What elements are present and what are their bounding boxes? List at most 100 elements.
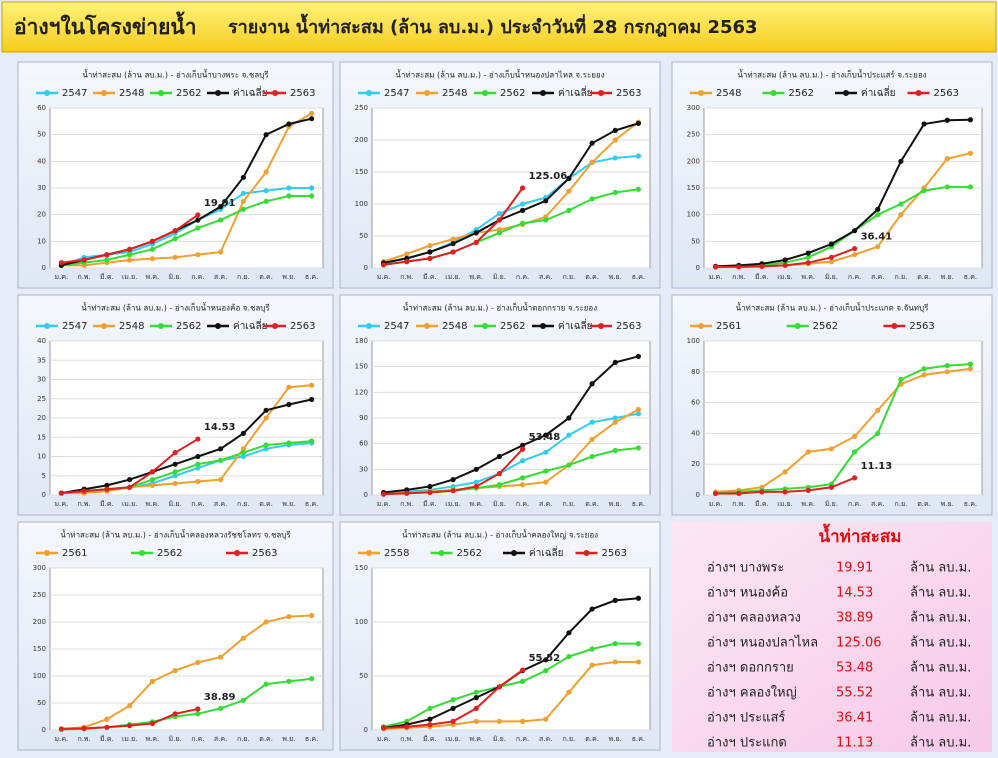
summary-title: น้ำท่าสะสม (818, 523, 901, 547)
x-tick-label: ส.ค. (539, 273, 552, 281)
x-tick-label: ก.ค. (516, 735, 529, 743)
data-point (172, 254, 178, 260)
data-point (635, 153, 642, 159)
x-tick-label: เม.ย. (777, 500, 793, 508)
data-point (473, 466, 479, 472)
x-tick-label: พ.ย. (941, 500, 954, 508)
data-point (612, 155, 618, 161)
summary-name: อ่างฯ ดอกกราย (707, 661, 794, 676)
data-point (286, 185, 292, 191)
y-tick-label: 200 (355, 136, 368, 144)
chart-title: น้ำท่าสะสม (ล้าน ลบ.ม.) - อ่างเก็บน้ำคลอ… (402, 529, 598, 540)
y-tick-label: 20 (37, 211, 46, 219)
data-point (759, 489, 765, 495)
legend-label: 2548 (442, 321, 467, 332)
data-point (543, 479, 549, 485)
legend-label: 2547 (384, 88, 409, 99)
legend-marker (44, 550, 50, 556)
legend-marker (424, 323, 430, 329)
x-tick-label: ก.พ. (77, 273, 90, 281)
x-tick-label: พ.ย. (609, 500, 622, 508)
x-tick-label: เม.ย. (122, 273, 138, 281)
legend-label: 2563 (602, 548, 627, 559)
y-tick-label: 80 (691, 368, 700, 376)
data-point (195, 436, 201, 442)
legend-marker (272, 90, 278, 96)
data-point (172, 450, 178, 456)
y-tick-label: 50 (691, 237, 700, 245)
x-tick-label: พ.ย. (282, 273, 295, 281)
y-tick-label: 15 (37, 433, 46, 441)
x-tick-label: พ.ค. (146, 500, 160, 508)
summary-value: 19.91 (836, 561, 873, 576)
data-point (496, 230, 503, 236)
data-point (263, 407, 269, 413)
data-point (104, 716, 110, 722)
data-point (612, 659, 618, 665)
x-tick-label: ก.ค. (191, 735, 204, 743)
x-tick-label: ก.พ. (77, 500, 90, 508)
x-tick-label: พ.ย. (941, 273, 954, 281)
x-tick-label: มิ.ย. (493, 273, 506, 281)
data-point (81, 725, 87, 731)
y-tick-label: 25 (37, 395, 46, 403)
x-tick-label: ก.ย. (563, 273, 576, 281)
data-point (612, 137, 618, 143)
summary-name: อ่างฯ บางพระ (707, 561, 784, 576)
x-tick-label: มี.ค. (100, 500, 114, 508)
legend-marker (598, 90, 604, 96)
series-line (61, 614, 312, 730)
x-tick-label: พ.ย. (282, 500, 295, 508)
legend-label: 2548 (119, 88, 144, 99)
y-tick-label: 120 (355, 388, 368, 396)
data-point (519, 718, 526, 724)
x-tick-label: ก.ค. (191, 273, 204, 281)
y-tick-label: 60 (37, 104, 46, 112)
x-tick-label: เม.ย. (122, 735, 138, 743)
y-tick-label: 0 (696, 264, 700, 272)
x-tick-label: มิ.ย. (825, 500, 838, 508)
legend-marker (139, 550, 145, 556)
x-tick-label: ส.ค. (214, 735, 227, 743)
y-tick-label: 250 (355, 104, 368, 112)
data-point (519, 475, 526, 481)
data-point (543, 657, 549, 663)
data-point (172, 480, 178, 487)
data-point (566, 432, 572, 438)
data-point (309, 193, 315, 199)
data-label: 11.13 (861, 461, 893, 472)
y-tick-label: 0 (42, 491, 46, 499)
legend-marker (598, 323, 604, 329)
data-point (127, 723, 133, 729)
x-tick-label: ส.ค. (539, 735, 552, 743)
data-point (309, 185, 315, 191)
legend-marker (770, 90, 777, 96)
x-tick-label: ก.ย. (563, 735, 576, 743)
data-point (898, 212, 904, 218)
data-point (195, 465, 201, 471)
data-point (263, 442, 269, 448)
x-tick-label: ธ.ค. (305, 500, 318, 508)
legend-marker (482, 90, 488, 96)
data-point (473, 689, 479, 695)
data-point (612, 419, 618, 425)
series-line (61, 384, 312, 495)
x-tick-label: พ.ค. (146, 273, 160, 281)
x-tick-label: มี.ค. (100, 273, 114, 281)
data-point (612, 641, 618, 647)
legend-label: 2561 (716, 321, 741, 332)
x-tick-label: ก.พ. (400, 273, 413, 281)
data-point (149, 678, 155, 685)
legend-label: 2548 (442, 88, 467, 99)
series-line (61, 195, 312, 267)
data-point (589, 606, 595, 612)
x-tick-label: ส.ค. (871, 500, 884, 508)
data-point (473, 695, 479, 701)
y-tick-label: 150 (355, 363, 368, 371)
x-tick-label: ก.ค. (848, 500, 861, 508)
summary-name: อ่างฯ คลองหลวง (707, 611, 801, 626)
data-point (828, 254, 835, 260)
x-tick-label: ต.ค. (259, 273, 273, 281)
data-point (828, 446, 835, 452)
